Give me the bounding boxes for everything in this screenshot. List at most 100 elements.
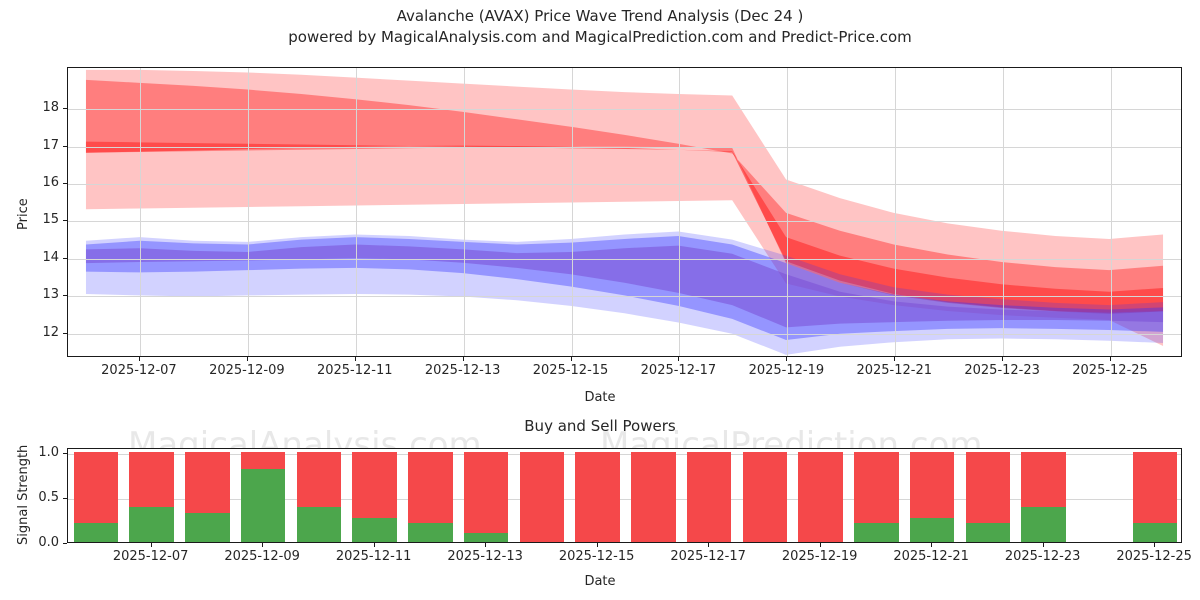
- sell-power-segment: [742, 452, 788, 542]
- price-x-tick: [138, 357, 140, 361]
- price-band-support-band-core: [85, 244, 1164, 328]
- signal-chart-plot-area: [67, 448, 1182, 543]
- price-x-tick: [1110, 357, 1112, 361]
- signal-y-tick-label: 1.0: [38, 445, 59, 461]
- signal-x-tick: [931, 543, 933, 547]
- sell-power-segment: [575, 452, 620, 542]
- price-gridline-vertical: [463, 68, 465, 356]
- sell-power-segment: [798, 452, 843, 542]
- buy-power-segment: [965, 523, 1011, 542]
- signal-bar[interactable]: [185, 452, 230, 542]
- signal-bar[interactable]: [798, 452, 843, 542]
- signal-bar[interactable]: [463, 452, 509, 542]
- price-y-tick: [63, 145, 67, 147]
- signal-x-tick-label: 2025-12-23: [1004, 549, 1081, 564]
- sell-power-segment: [1132, 452, 1178, 524]
- buy-power-segment: [463, 533, 509, 542]
- signal-x-tick: [708, 543, 710, 547]
- buy-power-segment: [1132, 523, 1178, 542]
- buy-power-segment: [909, 517, 955, 542]
- signal-bar[interactable]: [240, 452, 286, 542]
- price-x-tick-label: 2025-12-21: [856, 363, 933, 378]
- signal-x-tick-label: 2025-12-21: [893, 549, 969, 564]
- sell-power-segment: [352, 452, 397, 518]
- price-y-tick-label: 15: [42, 212, 59, 228]
- sell-power-segment: [519, 452, 565, 542]
- sell-power-segment: [296, 452, 342, 508]
- signal-x-tick: [373, 543, 375, 547]
- sell-power-segment: [185, 452, 230, 514]
- signal-y-tick-label: 0.5: [38, 490, 59, 506]
- price-y-tick-label: 13: [42, 287, 59, 303]
- signal-bar[interactable]: [1021, 452, 1066, 542]
- buy-power-segment: [1021, 507, 1066, 542]
- signal-bar[interactable]: [519, 452, 565, 542]
- signal-x-tick: [262, 543, 264, 547]
- signal-x-tick: [150, 543, 152, 547]
- price-y-tick: [63, 295, 67, 297]
- sell-power-segment: [463, 452, 509, 534]
- price-gridline-vertical: [787, 68, 789, 356]
- buy-power-segment: [296, 507, 342, 542]
- signal-bar[interactable]: [352, 452, 397, 542]
- signal-bar[interactable]: [408, 452, 453, 542]
- signal-bar[interactable]: [73, 452, 119, 542]
- buy-power-segment: [240, 468, 286, 542]
- signal-bar[interactable]: [742, 452, 788, 542]
- signal-bar[interactable]: [1132, 452, 1178, 542]
- signal-x-tick-label: 2025-12-19: [781, 549, 858, 564]
- signal-x-tick-label: 2025-12-25: [1116, 549, 1192, 564]
- price-band-resistance-band-core: [85, 141, 1164, 314]
- signal-x-tick-label: 2025-12-17: [670, 549, 746, 564]
- signal-bar[interactable]: [296, 452, 342, 542]
- price-gridline-horizontal: [68, 221, 1181, 223]
- price-gridline-horizontal: [68, 109, 1181, 111]
- signal-bar[interactable]: [631, 452, 676, 542]
- signal-x-tick: [485, 543, 487, 547]
- sell-power-segment: [909, 452, 955, 518]
- price-band-resistance-band-mid: [85, 79, 1164, 315]
- buy-power-segment: [73, 523, 119, 542]
- price-y-tick: [63, 332, 67, 334]
- sell-power-segment: [129, 452, 174, 508]
- price-x-tick: [462, 357, 464, 361]
- price-x-tick: [678, 357, 680, 361]
- price-x-tick: [570, 357, 572, 361]
- signal-bar[interactable]: [854, 452, 899, 542]
- price-gridline-vertical: [355, 68, 357, 356]
- signal-x-tick-label: 2025-12-09: [224, 549, 300, 564]
- sell-power-segment: [965, 452, 1011, 524]
- price-y-tick-label: 12: [42, 324, 59, 340]
- sell-power-segment: [686, 452, 732, 542]
- price-x-tick-label: 2025-12-13: [424, 363, 501, 378]
- price-gridline-horizontal: [68, 146, 1181, 148]
- price-x-tick-label: 2025-12-23: [964, 363, 1040, 378]
- price-y-tick: [63, 183, 67, 184]
- signal-bar[interactable]: [129, 452, 174, 542]
- price-x-tick-label: 2025-12-07: [101, 363, 177, 378]
- sell-power-segment: [408, 452, 453, 524]
- signal-bar[interactable]: [686, 452, 732, 542]
- price-y-tick: [63, 220, 67, 222]
- signal-bar[interactable]: [575, 452, 620, 542]
- signal-y-tick: [63, 543, 67, 544]
- signal-chart-title: Buy and Sell Powers: [524, 417, 676, 435]
- buy-power-segment: [408, 523, 453, 542]
- price-x-tick-label: 2025-12-19: [748, 363, 825, 378]
- price-x-tick: [786, 357, 788, 361]
- price-chart-plot-area: [67, 67, 1182, 357]
- signal-gridline-horizontal: [68, 499, 1181, 501]
- signal-x-tick-label: 2025-12-11: [335, 549, 412, 564]
- signal-bar[interactable]: [909, 452, 955, 542]
- price-gridline-horizontal: [68, 184, 1181, 185]
- price-gridline-vertical: [247, 68, 249, 356]
- price-y-tick: [63, 257, 67, 259]
- signal-y-tick-label: 0.0: [38, 535, 59, 550]
- price-y-tick-label: 17: [42, 137, 59, 153]
- signal-y-tick: [63, 498, 67, 500]
- price-gridline-vertical: [895, 68, 897, 356]
- signal-bar[interactable]: [965, 452, 1011, 542]
- price-gridline-vertical: [139, 68, 141, 356]
- price-gridline-horizontal: [68, 258, 1181, 260]
- price-y-tick-label: 14: [42, 249, 59, 265]
